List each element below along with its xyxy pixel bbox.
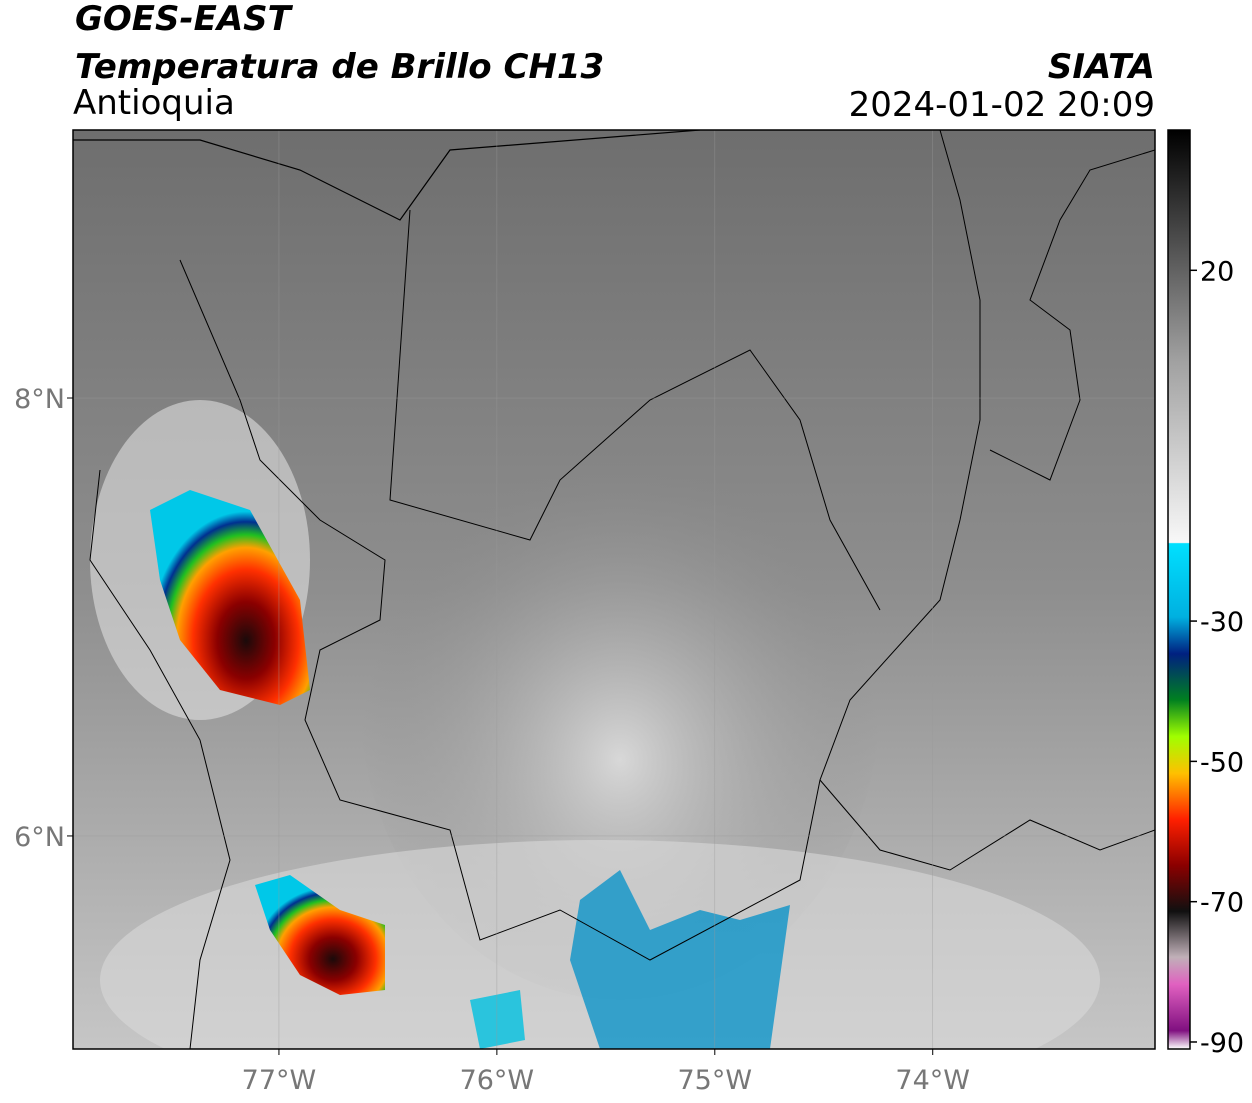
lon-tick-label: 77°W (242, 1065, 317, 1096)
lat-tick-label: 6°N (14, 822, 65, 853)
lon-tick-label: 76°W (460, 1065, 535, 1096)
region: Antioquia (73, 83, 235, 123)
colorbar-tick-label: -90 (1200, 1028, 1244, 1059)
colorbar-tick-label: 20 (1200, 256, 1234, 287)
boundary (989, 149, 1155, 481)
colorbar (1167, 129, 1191, 1050)
grid (73, 130, 1155, 1049)
lon-tick-label: 74°W (895, 1065, 970, 1096)
source: SIATA (1048, 47, 1155, 87)
satellite-image (73, 130, 1155, 1049)
coastline (73, 130, 701, 221)
boundary (389, 209, 881, 611)
subtitle: Temperatura de Brillo CH13 (75, 47, 604, 87)
lat-tick-label: 8°N (14, 384, 65, 415)
coastline (89, 469, 231, 1049)
title: GOES-EAST (75, 0, 294, 39)
cold-cloud (570, 870, 790, 1049)
cold-cloud (470, 990, 525, 1049)
storm-cell (150, 490, 310, 705)
colorbar-tick-label: -70 (1200, 888, 1244, 919)
colorbar-tick-label: -50 (1200, 747, 1244, 778)
boundary (179, 130, 981, 961)
lon-tick-label: 75°W (678, 1065, 753, 1096)
colorbar-tick-label: -30 (1200, 607, 1244, 638)
storm-cell (255, 875, 385, 995)
datetime: 2024-01-02 20:09 (849, 85, 1155, 125)
map-frame (72, 129, 1156, 1050)
boundary (819, 779, 1155, 871)
